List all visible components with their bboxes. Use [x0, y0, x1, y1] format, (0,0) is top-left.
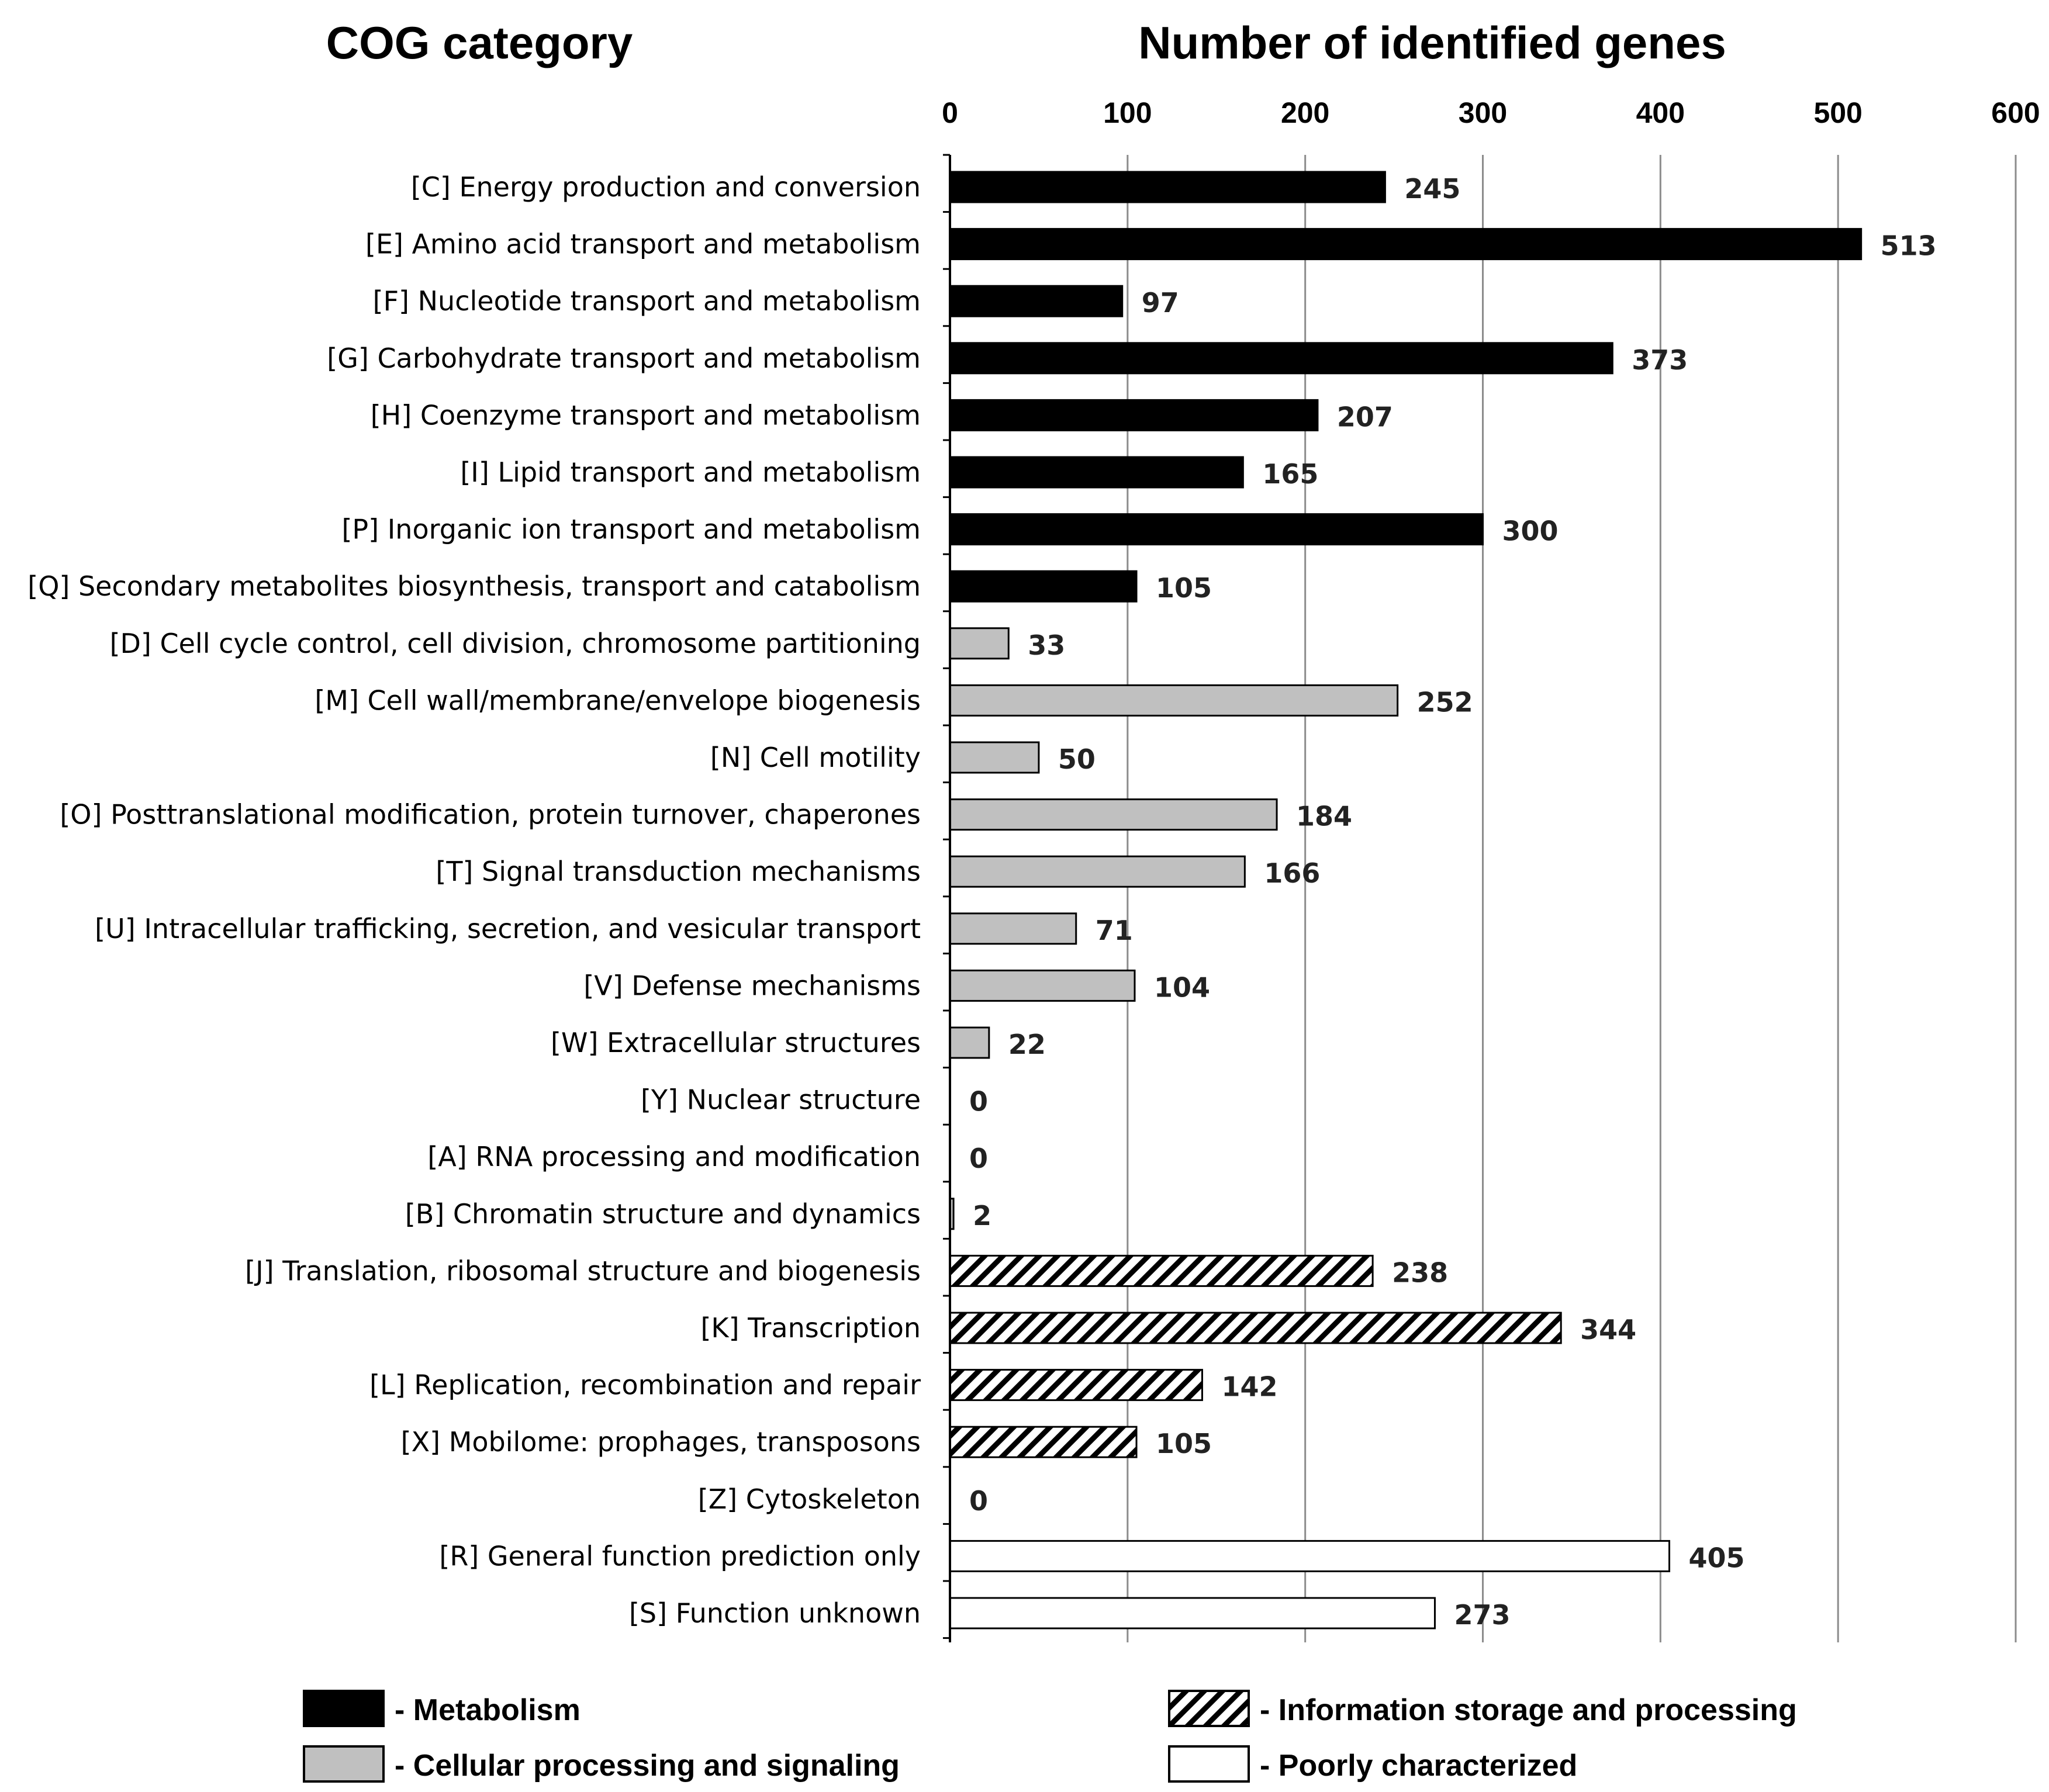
- bar: [949, 969, 1136, 1002]
- value-label: 252: [1417, 686, 1473, 718]
- bar: [949, 285, 1124, 317]
- x-tick-label: 500: [1813, 96, 1862, 129]
- category-label: [G] Carbohydrate transport and metabolis…: [327, 343, 921, 374]
- category-label: [T] Signal transduction mechanisms: [436, 856, 921, 887]
- x-axis-ticks: 0 100 200 300 400 500 600: [942, 96, 2040, 129]
- category-label: [M] Cell wall/membrane/envelope biogenes…: [315, 684, 921, 716]
- value-labels: 245 513 97 373 207 165 300 105 33 252 50 184 166 71 10…: [969, 173, 1937, 1631]
- value-label: 207: [1337, 401, 1393, 433]
- category-label: [P] Inorganic ion transport and metaboli…: [341, 514, 921, 545]
- bar: [949, 741, 1040, 774]
- category-label: [S] Function unknown: [629, 1597, 921, 1629]
- bar: [949, 1026, 990, 1059]
- bar: [949, 1254, 1374, 1287]
- bar: [949, 1312, 1562, 1344]
- bar: [949, 456, 1244, 489]
- bar: [949, 342, 1613, 375]
- bar: [949, 798, 1278, 831]
- category-label: [K] Transcription: [700, 1312, 921, 1344]
- category-axis: [943, 154, 951, 1642]
- bar: [949, 912, 1077, 945]
- value-label: 238: [1392, 1257, 1448, 1288]
- legend-swatch-metabolism: [303, 1690, 385, 1727]
- category-label: [B] Chromatin structure and dynamics: [405, 1198, 921, 1230]
- category-label: [U] Intracellular trafficking, secretion…: [95, 913, 921, 945]
- bar: [949, 228, 1863, 261]
- legend-label-poorly: - Poorly characterized: [1260, 1749, 1577, 1783]
- bar: [949, 570, 1138, 603]
- category-label: [W] Extracellular structures: [551, 1027, 921, 1058]
- x-tick-label: 100: [1103, 96, 1152, 129]
- category-label: [J] Translation, ribosomal structure and…: [245, 1255, 921, 1286]
- category-label: [V] Defense mechanisms: [583, 970, 921, 1001]
- value-label: 142: [1221, 1371, 1277, 1403]
- bar: [949, 855, 1246, 888]
- legend-label-cellular: - Cellular processing and signaling: [395, 1749, 900, 1783]
- value-label: 373: [1632, 344, 1688, 376]
- value-label: 344: [1580, 1314, 1636, 1345]
- x-tick-label: 400: [1636, 96, 1685, 129]
- category-axis-title: COG category: [326, 17, 633, 68]
- bar: [949, 684, 1399, 717]
- bars: [949, 171, 1863, 1630]
- bar: [949, 1597, 1436, 1630]
- value-label: 105: [1156, 1428, 1212, 1459]
- category-label: [C] Energy production and conversion: [411, 171, 921, 203]
- value-label: 104: [1154, 971, 1210, 1003]
- value-label: 184: [1296, 801, 1352, 832]
- category-label: [X] Mobilome: prophages, transposons: [401, 1426, 921, 1458]
- category-label: [L] Replication, recombination and repai…: [369, 1369, 921, 1401]
- category-label: [H] Coenzyme transport and metabolism: [371, 399, 921, 431]
- value-label: 105: [1156, 572, 1212, 604]
- value-label: 166: [1264, 857, 1320, 889]
- legend: - Metabolism - Cellular processing and si…: [303, 1690, 1797, 1783]
- category-label: [N] Cell motility: [710, 742, 921, 773]
- x-tick-label: 0: [942, 96, 958, 129]
- value-label: 245: [1404, 173, 1460, 205]
- bar: [949, 171, 1386, 203]
- legend-label-metabolism: - Metabolism: [395, 1693, 581, 1727]
- category-label: [I] Lipid transport and metabolism: [460, 456, 921, 488]
- value-label: 22: [1008, 1029, 1046, 1060]
- value-label: 300: [1502, 516, 1559, 547]
- bar: [949, 513, 1484, 546]
- category-label: [O] Posttranslational modification, prot…: [60, 799, 921, 831]
- value-label: 273: [1454, 1599, 1510, 1631]
- value-label: 71: [1096, 915, 1133, 946]
- legend-swatch-poorly: [1168, 1745, 1250, 1783]
- value-label: 2: [973, 1200, 991, 1231]
- value-label: 513: [1881, 230, 1937, 262]
- legend-swatch-cellular: [303, 1745, 385, 1783]
- chart-title: Number of identified genes: [1138, 17, 1726, 68]
- legend-label-information: - Information storage and processing: [1260, 1693, 1797, 1727]
- value-label: 165: [1262, 458, 1318, 490]
- category-labels: [C] Energy production and conversion [E] …: [27, 171, 921, 1629]
- category-label: [F] Nucleotide transport and metabolism: [373, 285, 921, 317]
- x-tick-label: 600: [1991, 96, 2040, 129]
- value-label: 405: [1689, 1542, 1745, 1573]
- category-label: [A] RNA processing and modification: [427, 1141, 921, 1172]
- value-label: 97: [1142, 287, 1179, 319]
- value-label: 0: [969, 1143, 988, 1174]
- value-label: 0: [969, 1485, 988, 1517]
- value-label: 0: [969, 1086, 988, 1118]
- bar: [949, 1426, 1138, 1458]
- category-label: [D] Cell cycle control, cell division, c…: [110, 628, 921, 659]
- x-tick-label: 200: [1281, 96, 1329, 129]
- category-label: [E] Amino acid transport and metabolism: [365, 229, 921, 260]
- legend-swatch-information: [1168, 1690, 1250, 1727]
- bar: [949, 1540, 1671, 1572]
- category-label: [Y] Nuclear structure: [641, 1084, 921, 1116]
- category-label: [Z] Cytoskeleton: [698, 1483, 921, 1515]
- bar: [949, 627, 1010, 660]
- x-tick-label: 300: [1459, 96, 1507, 129]
- category-label: [R] General function prediction only: [439, 1540, 921, 1572]
- value-label: 33: [1028, 629, 1065, 661]
- gridlines: [1127, 155, 2017, 1642]
- bar: [949, 1369, 1203, 1402]
- value-label: 50: [1058, 743, 1096, 775]
- category-label: [Q] Secondary metabolites biosynthesis, …: [27, 570, 921, 602]
- bar: [949, 399, 1319, 431]
